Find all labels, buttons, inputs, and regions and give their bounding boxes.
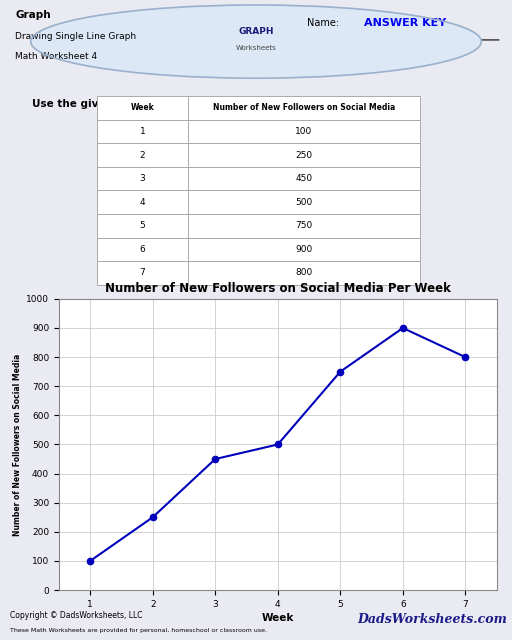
Text: These Math Worksheets are provided for personal, homeschool or classroom use.: These Math Worksheets are provided for p… — [10, 628, 267, 634]
Circle shape — [31, 5, 481, 78]
Bar — [187, 96, 420, 120]
Bar — [97, 190, 187, 214]
Text: 2: 2 — [140, 150, 145, 159]
Y-axis label: Number of New Followers on Social Media: Number of New Followers on Social Media — [13, 353, 22, 536]
Text: 100: 100 — [295, 127, 312, 136]
Bar — [97, 96, 187, 120]
Bar — [187, 143, 420, 167]
Text: Copyright © DadsWorksheets, LLC: Copyright © DadsWorksheets, LLC — [10, 611, 143, 620]
Text: 1: 1 — [140, 127, 145, 136]
Text: Worksheets: Worksheets — [236, 45, 276, 51]
Text: Drawing Single Line Graph: Drawing Single Line Graph — [15, 31, 137, 40]
Bar — [187, 261, 420, 285]
Bar — [97, 214, 187, 237]
Text: 6: 6 — [140, 245, 145, 254]
Text: 3: 3 — [140, 174, 145, 183]
Text: 250: 250 — [295, 150, 312, 159]
Bar — [187, 214, 420, 237]
Text: Graph: Graph — [15, 10, 51, 20]
Bar — [187, 190, 420, 214]
Text: Use the given information below and draw a line graph.: Use the given information below and draw… — [32, 99, 362, 109]
Text: 900: 900 — [295, 245, 312, 254]
Text: 800: 800 — [295, 269, 312, 278]
Bar — [187, 237, 420, 261]
Bar — [97, 167, 187, 190]
Text: 750: 750 — [295, 221, 312, 230]
Text: 4: 4 — [140, 198, 145, 207]
Bar — [97, 143, 187, 167]
Bar — [187, 167, 420, 190]
Bar — [187, 120, 420, 143]
Text: Number of New Followers on Social Media: Number of New Followers on Social Media — [212, 103, 395, 112]
Text: Math Worksheet 4: Math Worksheet 4 — [15, 52, 97, 61]
Text: GRAPH: GRAPH — [238, 27, 274, 36]
Bar — [97, 237, 187, 261]
Text: 500: 500 — [295, 198, 312, 207]
Text: Week: Week — [131, 103, 154, 112]
X-axis label: Week: Week — [262, 613, 294, 623]
Bar — [97, 120, 187, 143]
Text: 7: 7 — [140, 269, 145, 278]
Text: Name:: Name: — [307, 19, 339, 28]
Bar — [97, 261, 187, 285]
Text: 450: 450 — [295, 174, 312, 183]
Text: DadsWorksheets.com: DadsWorksheets.com — [357, 612, 507, 626]
Text: 5: 5 — [140, 221, 145, 230]
Title: Number of New Followers on Social Media Per Week: Number of New Followers on Social Media … — [105, 282, 451, 295]
Text: ANSWER KEY: ANSWER KEY — [364, 19, 446, 28]
